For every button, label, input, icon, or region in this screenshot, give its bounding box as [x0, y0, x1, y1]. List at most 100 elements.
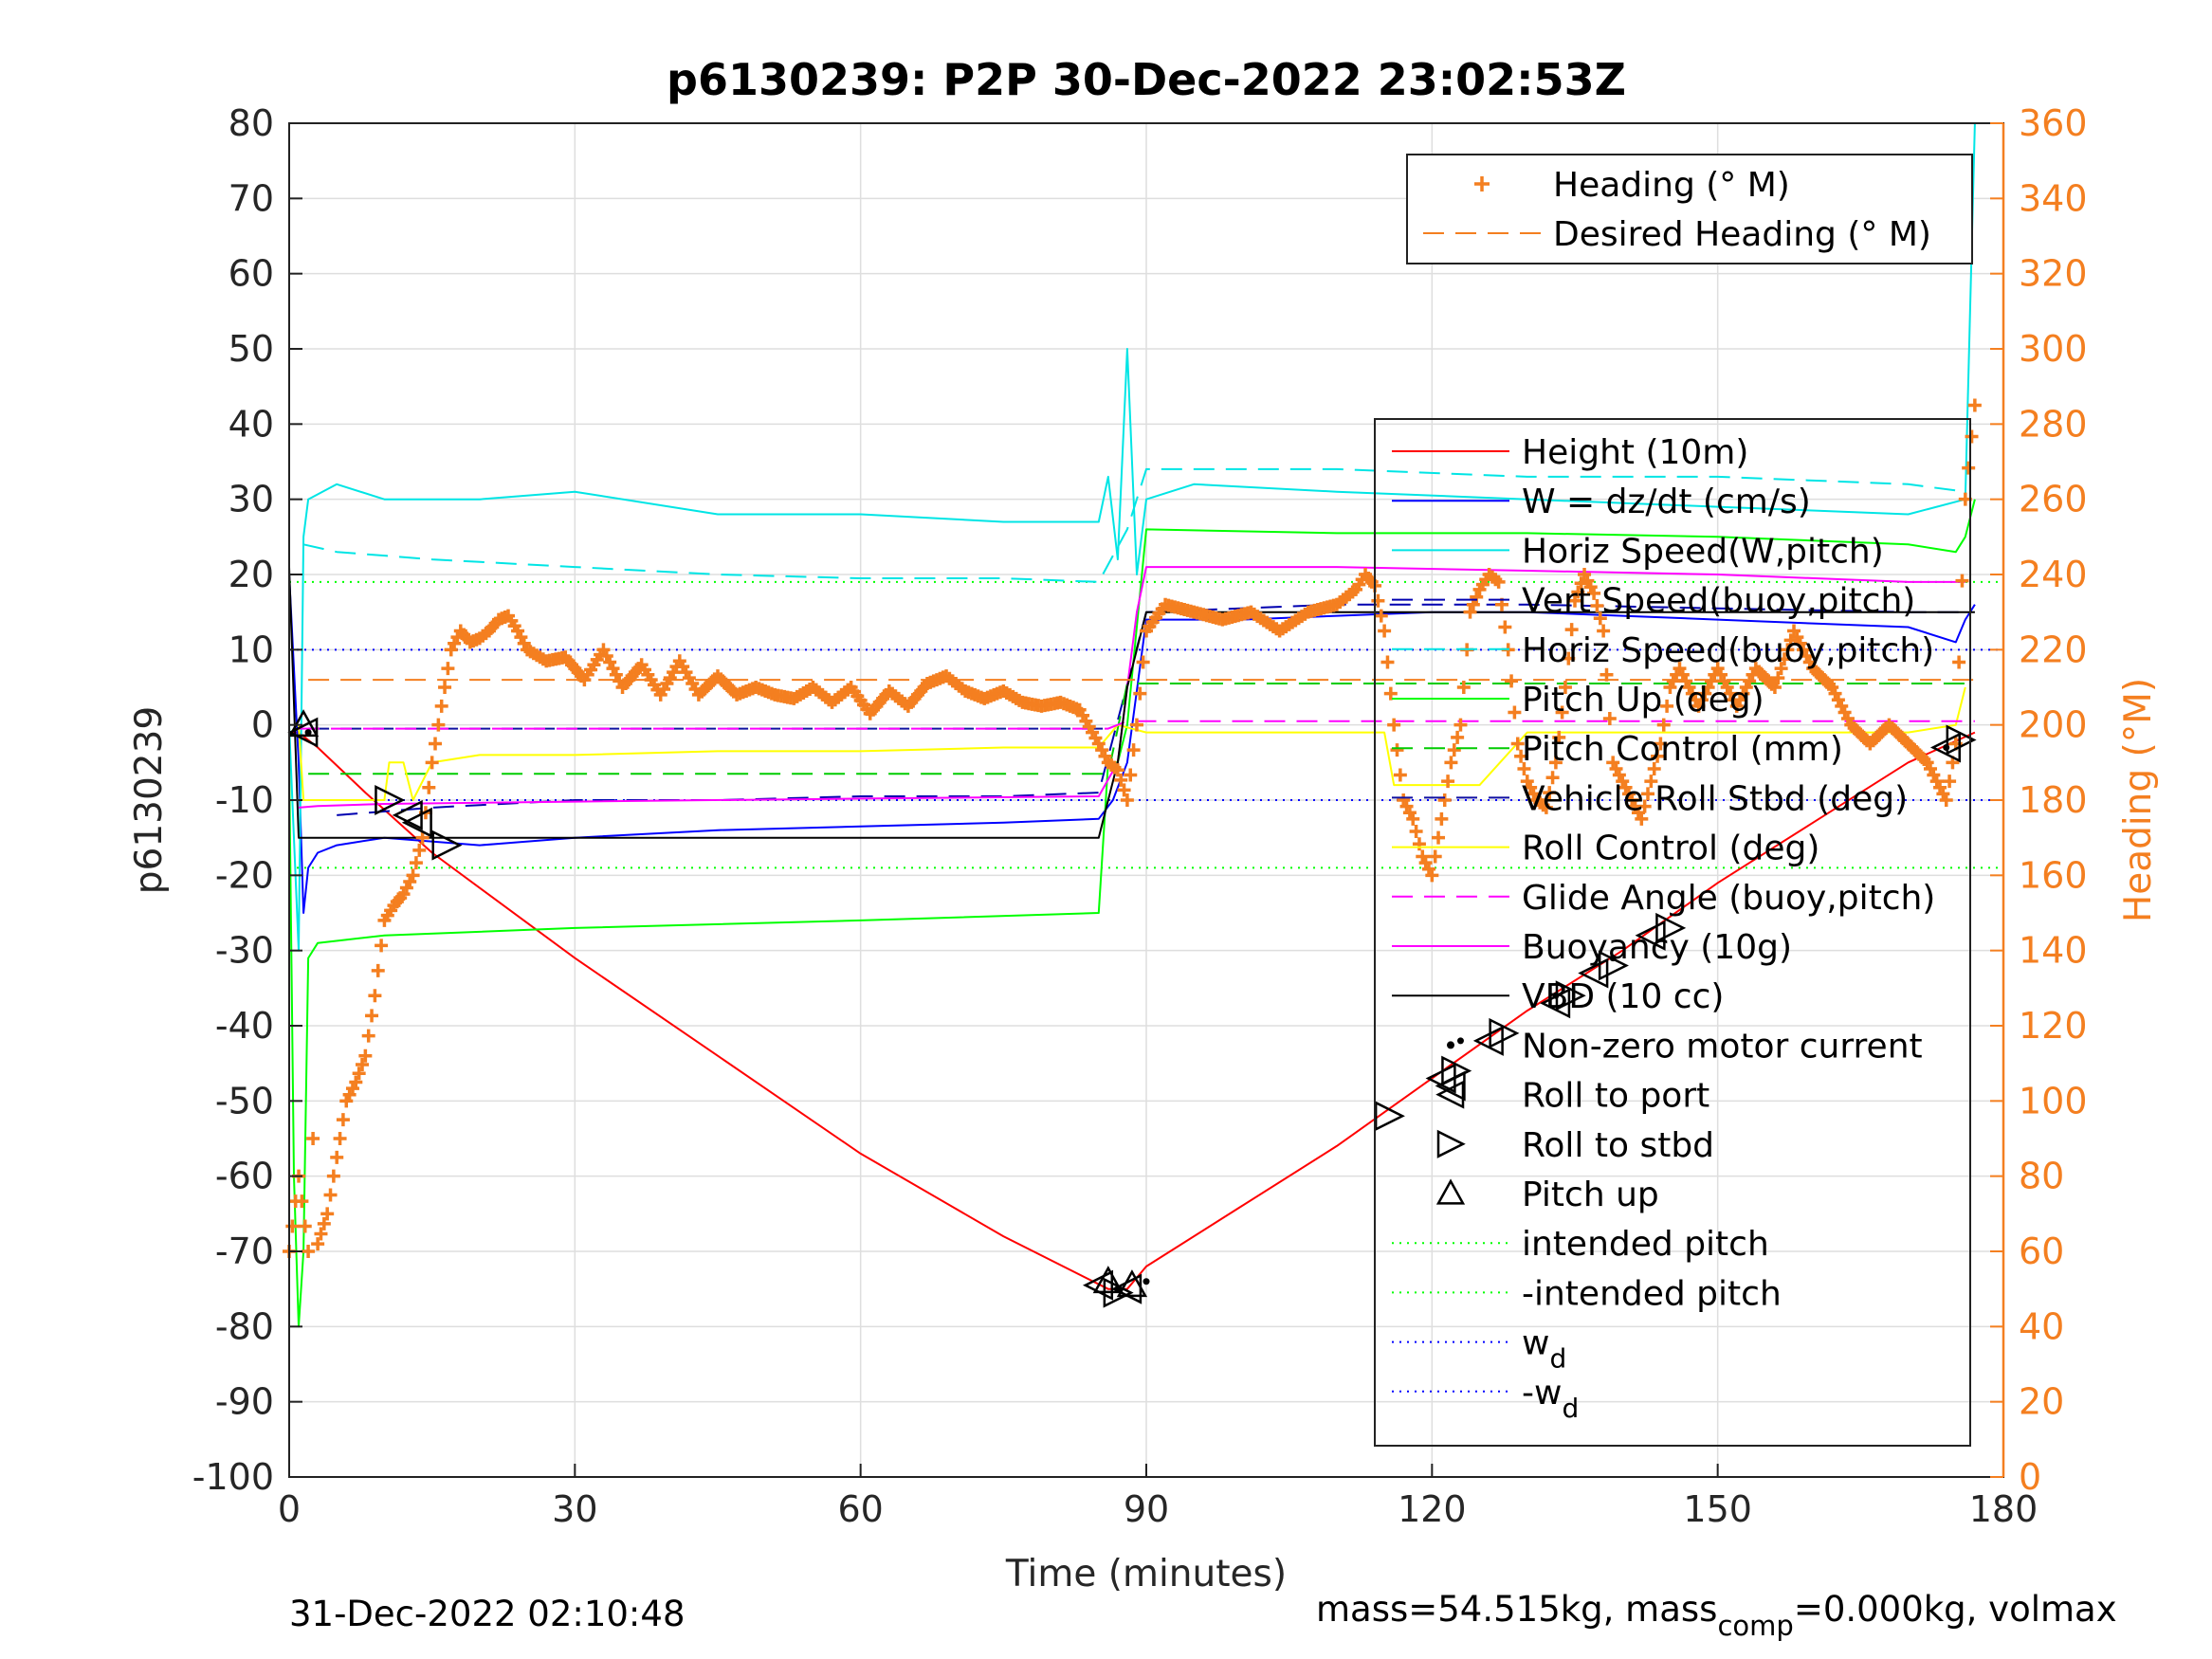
marker-pitch-up	[1092, 1266, 1124, 1294]
heading-point	[1647, 761, 1661, 775]
legend-label-pitch-up: Pitch up	[1522, 1176, 1659, 1214]
footer-mass-info: mass=54.515kg, masscomp=0.000kg, volmax	[1316, 1589, 2117, 1642]
heading-point	[1939, 793, 1953, 807]
heading-point	[1387, 718, 1401, 732]
marker-motor-current	[1114, 1285, 1122, 1293]
heading-point	[1635, 811, 1649, 826]
series-height-10m	[289, 731, 1976, 1290]
x-tick-label: 90	[1124, 1488, 1169, 1530]
y2-tick-label: 240	[2019, 554, 2088, 595]
heading-point	[1660, 699, 1674, 713]
heading-point	[295, 1194, 309, 1209]
heading-point	[1771, 671, 1785, 685]
heading-point	[1602, 712, 1617, 726]
x-tick-label: 120	[1398, 1488, 1467, 1530]
x-tick-label: 30	[552, 1488, 597, 1530]
legend-label-intended-pitch: intended pitch	[1522, 1225, 1769, 1264]
heading-point	[1117, 783, 1131, 797]
legend-label-desired-heading-m: Desired Heading (° M)	[1553, 215, 1931, 254]
y2-tick-label: 60	[2019, 1231, 2064, 1272]
y2-tick-label: 0	[2019, 1456, 2041, 1498]
legend-label-buoyancy-10g: Buoyancy (10g)	[1522, 928, 1792, 967]
y-tick-label: -40	[215, 1005, 274, 1047]
heading-point	[1110, 763, 1124, 777]
heading-point	[320, 1207, 335, 1221]
axis-layer: 0 30 60 90 120 150 180-100-90-80-70-60-50-40-3…	[192, 102, 2088, 1530]
heading-point	[1456, 681, 1471, 694]
y-tick-label: 30	[229, 479, 274, 520]
heading-point	[1517, 761, 1531, 775]
grid-layer	[289, 123, 2003, 1477]
legend-sample-heading-m	[1474, 176, 1490, 191]
heading-point	[1562, 651, 1576, 665]
heading-point	[1136, 655, 1150, 669]
heading-point	[1498, 620, 1512, 634]
series-horiz-speed-w-pitch	[288, 122, 1976, 952]
heading-point	[1781, 643, 1795, 657]
footer-mass-subscript: comp	[1717, 1610, 1793, 1642]
marker-roll-to-stbd	[1655, 912, 1687, 943]
legend-label-vbd-10-cc: VBD (10 cc)	[1522, 977, 1724, 1016]
legend-label-vert-speed-buoy-pitch: Vert Speed(buoy,pitch)	[1522, 582, 1915, 621]
heading-point	[1510, 737, 1525, 751]
footer-timestamp: 31-Dec-2022 02:10:48	[289, 1594, 685, 1634]
heading-point	[1428, 849, 1442, 864]
heading-point	[1378, 624, 1392, 638]
legend-label-glide-angle-buoy-pitch: Glide Angle (buoy,pitch)	[1522, 879, 1935, 918]
heading-point	[1380, 655, 1395, 669]
legend-label-horiz-speed-buoy-pitch: Horiz Speed(buoy,pitch)	[1522, 631, 1934, 670]
heading-point	[1965, 429, 1979, 444]
series-roll-control-deg	[298, 686, 1966, 801]
legend-label-roll-control-deg: Roll Control (deg)	[1522, 830, 1819, 868]
heading-point	[326, 1169, 340, 1183]
heading-point	[438, 681, 452, 694]
heading-point	[336, 1113, 350, 1127]
heading-point	[1967, 398, 1982, 412]
heading-point	[333, 1132, 347, 1145]
heading-point	[1962, 461, 1976, 475]
marker-motor-current	[1552, 992, 1560, 999]
legend-sample-roll-to-stbd	[1436, 1129, 1466, 1158]
heading-point	[1590, 599, 1604, 613]
heading-point	[1505, 674, 1519, 688]
legend-label-roll-to-stbd: Roll to stbd	[1522, 1126, 1714, 1165]
heading-point	[349, 1075, 363, 1089]
y-tick-label: 50	[229, 328, 274, 370]
y-tick-label: 40	[229, 403, 274, 445]
x-axis-label: Time (minutes)	[1005, 1553, 1287, 1595]
heading-point	[1470, 590, 1484, 604]
marker-roll-to-stbd	[375, 784, 406, 816]
marker-roll-to-port	[287, 717, 319, 748]
marker-motor-current	[1143, 1278, 1150, 1285]
y2-tick-label: 140	[2019, 930, 2088, 972]
heading-point	[330, 1150, 344, 1164]
y-tick-label: -20	[215, 854, 274, 896]
legend-label-vehicle-roll-stbd-deg: Vehicle Roll Stbd (deg)	[1522, 779, 1908, 818]
marker-motor-current	[304, 729, 312, 737]
heading-point	[415, 830, 430, 845]
heading-point	[1568, 593, 1581, 608]
heading-point	[1491, 574, 1506, 589]
heading-point	[1463, 605, 1477, 619]
y-tick-label: 60	[229, 253, 274, 295]
heading-point	[429, 737, 443, 751]
marker-pitch-up	[287, 709, 320, 738]
legend-sample-non-zero-motor-current	[1447, 1041, 1454, 1049]
heading-point	[302, 1245, 316, 1258]
series-w-dz-dt-cm-s	[288, 574, 1976, 914]
heading-point	[1558, 681, 1572, 694]
heading-point	[323, 1188, 338, 1202]
y2-tick-label: 40	[2019, 1305, 2064, 1347]
heading-point	[1600, 667, 1614, 682]
marker-roll-to-stbd	[1441, 1055, 1472, 1086]
legend-label-height-10m: Height (10m)	[1522, 433, 1748, 472]
y-axis-label: p6130239	[128, 706, 171, 894]
heading-point	[1120, 793, 1134, 807]
y2-tick-label: 20	[2019, 1381, 2064, 1423]
legend-sample-pitch-up	[1435, 1178, 1466, 1205]
heading-point	[1571, 585, 1585, 599]
legend-label-roll-to-port: Roll to port	[1522, 1077, 1709, 1116]
legend-label-horiz-speed-w-pitch: Horiz Speed(W,pitch)	[1522, 532, 1884, 571]
heading-point	[1409, 825, 1423, 839]
marker-motor-current	[1943, 743, 1950, 751]
